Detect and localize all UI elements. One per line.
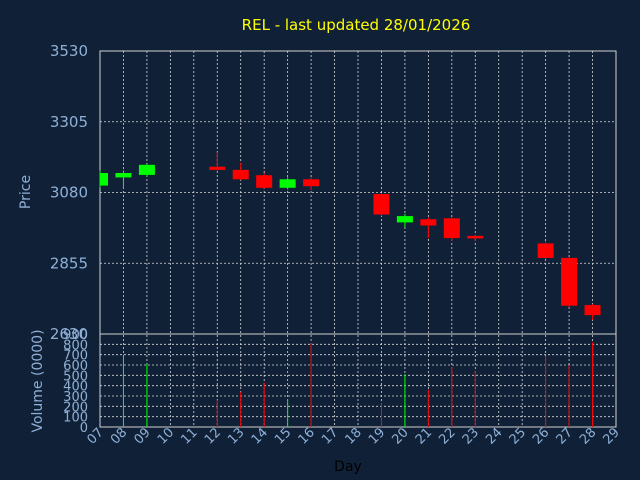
x-axis-label: Day xyxy=(334,459,362,475)
candle xyxy=(232,162,249,180)
price-tick-label: 3080 xyxy=(50,184,88,202)
x-tick-label: 29 xyxy=(601,425,623,447)
x-tick-label: 17 xyxy=(319,425,341,447)
candle-body xyxy=(443,218,460,239)
candle-body xyxy=(115,173,132,178)
candle xyxy=(443,217,460,242)
candle xyxy=(537,241,554,260)
candle xyxy=(584,304,601,320)
x-tick-label: 14 xyxy=(249,425,271,447)
x-tick-label: 13 xyxy=(225,425,247,447)
x-tick-label: 16 xyxy=(296,425,318,447)
candle-body xyxy=(279,179,296,188)
x-tick-label: 23 xyxy=(460,425,482,447)
volume-tick-label: 300 xyxy=(63,390,88,405)
x-tick-label: 28 xyxy=(577,425,599,447)
candle-body xyxy=(100,173,108,186)
x-tick-label: 25 xyxy=(507,425,529,447)
price-y-ticks: 3530 3305 3080 2855 2630 xyxy=(50,42,88,343)
candle-body xyxy=(561,257,578,306)
x-ticks: 07 08 09 10 11 12 13 14 15 16 17 18 19 20 21 22 23 24 25 26… xyxy=(85,425,623,447)
candle-body xyxy=(467,235,484,239)
price-tick-label: 3305 xyxy=(50,113,88,131)
candle-body xyxy=(232,169,249,180)
candle xyxy=(115,170,132,189)
x-tick-label: 26 xyxy=(530,425,552,447)
candle xyxy=(303,177,320,190)
volume-tick-label: 100 xyxy=(63,411,88,426)
candle-body xyxy=(420,219,437,226)
x-tick-label: 10 xyxy=(155,425,177,447)
price-tick-label: 2630 xyxy=(50,325,88,343)
price-candles xyxy=(99,152,601,320)
x-tick-label: 09 xyxy=(131,425,153,447)
x-tick-label: 20 xyxy=(389,425,411,447)
candle xyxy=(373,193,390,217)
candle xyxy=(99,170,108,188)
volume-tick-label: 0 xyxy=(80,421,88,436)
x-tick-label: 11 xyxy=(178,425,200,447)
volume-tick-label: 800 xyxy=(63,338,88,353)
candle-body xyxy=(537,243,554,258)
x-tick-label: 08 xyxy=(108,425,130,447)
volume-tick-label: 200 xyxy=(63,400,88,415)
x-tick-label: 12 xyxy=(202,425,224,447)
x-tick-label: 19 xyxy=(366,425,388,447)
candle-body xyxy=(396,216,413,223)
volume-tick-label: 500 xyxy=(63,369,88,384)
price-axis-label: Price xyxy=(18,175,34,209)
volume-tick-label: 900 xyxy=(63,328,88,343)
candle-body xyxy=(373,194,390,215)
gridlines xyxy=(99,51,617,427)
x-tick-label: 18 xyxy=(343,425,365,447)
candle xyxy=(209,152,226,171)
x-tick-label: 21 xyxy=(413,425,435,447)
candle xyxy=(279,177,296,190)
candle xyxy=(396,213,413,228)
x-tick-label: 22 xyxy=(436,425,458,447)
candle-body xyxy=(303,179,320,187)
volume-tick-label: 700 xyxy=(63,349,88,364)
price-tick-label: 2855 xyxy=(50,254,88,272)
candle-body xyxy=(584,305,601,316)
candle-body xyxy=(256,175,273,188)
x-tick-label: 24 xyxy=(483,425,505,447)
volume-bars xyxy=(122,342,594,427)
volume-tick-label: 400 xyxy=(63,380,88,395)
candle xyxy=(256,173,273,189)
candle-body xyxy=(209,166,226,170)
volume-axis-label: Volume (0000) xyxy=(30,329,46,432)
x-tick-label: 27 xyxy=(554,425,576,447)
candle xyxy=(467,234,484,242)
volume-tick-label: 600 xyxy=(63,359,88,374)
candle xyxy=(138,164,155,177)
candle-body xyxy=(138,164,155,175)
price-tick-label: 3530 xyxy=(50,42,88,60)
chart-title: REL - last updated 28/01/2026 xyxy=(242,16,471,34)
candle xyxy=(420,217,437,239)
x-tick-label: 15 xyxy=(272,425,294,447)
candle xyxy=(561,257,578,308)
